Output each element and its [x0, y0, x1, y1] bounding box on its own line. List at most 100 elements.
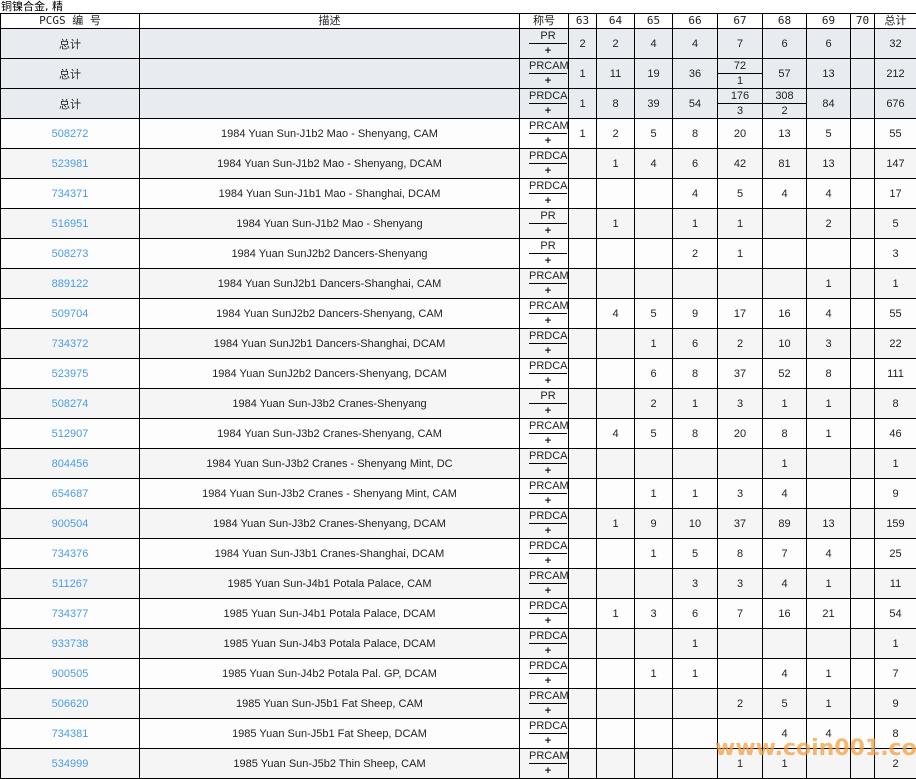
- plus-label: +: [529, 134, 567, 148]
- plus-label: +: [529, 644, 567, 658]
- description: 1984 Yuan SunJ2b2 Dancers-Shenyang, DCAM: [140, 359, 520, 389]
- pcgs-link[interactable]: 804456: [52, 458, 89, 470]
- count-66: 3: [673, 569, 718, 599]
- pcgs-link[interactable]: 654687: [52, 488, 89, 500]
- grade-label: PR: [529, 209, 567, 224]
- count-63: [569, 239, 597, 269]
- pcgs-link[interactable]: 508273: [52, 248, 89, 260]
- pcgs-link[interactable]: 511267: [52, 578, 88, 590]
- pcgs-link[interactable]: 523981: [52, 158, 89, 170]
- description: 1985 Yuan Sun-J4b1 Potala Palace, DCAM: [140, 599, 520, 629]
- count-total: 2: [875, 749, 916, 779]
- grade-label: PRDCAM: [529, 539, 567, 554]
- pcgs-cell: 523981: [1, 149, 140, 179]
- count-66: [673, 269, 718, 299]
- count-67: 42: [718, 149, 763, 179]
- pcgs-link[interactable]: 509704: [52, 308, 89, 320]
- pcgs-link[interactable]: 889122: [52, 278, 89, 290]
- pcgs-link[interactable]: 516951: [52, 218, 89, 230]
- pcgs-link[interactable]: 734371: [52, 188, 89, 200]
- count-regular: 308: [763, 89, 806, 104]
- description: 1984 Yuan Sun-J3b2 Cranes-Shenyang, CAM: [140, 419, 520, 449]
- count-63: [569, 359, 597, 389]
- pcgs-link[interactable]: 900504: [52, 518, 89, 530]
- plus-label: +: [529, 374, 567, 388]
- pcgs-link[interactable]: 534999: [52, 758, 89, 770]
- plus-label: +: [529, 584, 567, 598]
- pcgs-link[interactable]: 734377: [52, 608, 89, 620]
- description: 1984 Yuan Sun-J1b2 Mao - Shenyang, DCAM: [140, 149, 520, 179]
- count-65: [635, 269, 673, 299]
- count-66: [673, 689, 718, 719]
- description: 1984 Yuan SunJ2b2 Dancers-Shenyang, CAM: [140, 299, 520, 329]
- plus-label: +: [529, 554, 567, 568]
- count-regular: 176: [718, 89, 762, 104]
- count-65: [635, 689, 673, 719]
- pcgs-link[interactable]: 734381: [52, 728, 89, 740]
- count-63: [569, 179, 597, 209]
- grade-label: PR: [529, 239, 567, 254]
- pcgs-link[interactable]: 900505: [52, 668, 89, 680]
- description: 1985 Yuan Sun-J4b1 Potala Palace, CAM: [140, 569, 520, 599]
- count-63: 1: [569, 59, 597, 89]
- grade-label: PRCAM: [529, 479, 567, 494]
- count-70: [851, 149, 875, 179]
- header-70: 70: [851, 14, 875, 29]
- count-total: 9: [875, 689, 916, 719]
- pcgs-cell: 511267: [1, 569, 140, 599]
- header-65: 65: [635, 14, 673, 29]
- count-66: 1: [673, 479, 718, 509]
- header-row: PCGS 编 号 描述 称号 63 64 65 66 67 68 69 70 总…: [1, 14, 916, 29]
- count-70: [851, 239, 875, 269]
- count-66: 5: [673, 539, 718, 569]
- count-63: [569, 479, 597, 509]
- pcgs-link[interactable]: 523975: [52, 368, 89, 380]
- grade-cell: PRCAM+: [520, 479, 569, 509]
- plus-label: +: [529, 404, 567, 418]
- plus-label: +: [529, 464, 567, 478]
- count-64: [597, 689, 635, 719]
- grade-label: PRDCAM: [529, 89, 567, 104]
- pcgs-link[interactable]: 506620: [52, 698, 89, 710]
- grade-cell: PRCAM+: [520, 119, 569, 149]
- count-70: [851, 329, 875, 359]
- table-row: 509704 1984 Yuan SunJ2b2 Dancers-Shenyang…: [1, 299, 916, 329]
- plus-label: +: [529, 44, 567, 58]
- count-63: 1: [569, 89, 597, 119]
- count-67: 1: [718, 749, 763, 779]
- plus-label: +: [529, 194, 567, 208]
- count-65: 5: [635, 419, 673, 449]
- count-65: 5: [635, 119, 673, 149]
- grade-label: PRCAM: [529, 569, 567, 584]
- grade-split: PR+: [529, 389, 567, 418]
- plus-label: +: [529, 164, 567, 178]
- plus-label: +: [529, 764, 567, 778]
- count-67: 8: [718, 539, 763, 569]
- description: 1984 Yuan Sun-J1b2 Mao - Shenyang: [140, 209, 520, 239]
- count-67: [718, 719, 763, 749]
- count-63: [569, 749, 597, 779]
- count-63: [569, 269, 597, 299]
- pcgs-link[interactable]: 734376: [52, 548, 89, 560]
- total-label: 总计: [1, 29, 140, 59]
- grade-split: PR+: [529, 239, 567, 268]
- count-64: [597, 359, 635, 389]
- pcgs-link[interactable]: 508272: [52, 128, 89, 140]
- header-63: 63: [569, 14, 597, 29]
- plus-label: +: [529, 104, 567, 118]
- count-65: 1: [635, 539, 673, 569]
- count-70: [851, 419, 875, 449]
- count-68: 52: [763, 359, 807, 389]
- pcgs-link[interactable]: 933738: [52, 638, 89, 650]
- grade-label: PRDCAM: [529, 449, 567, 464]
- pcgs-link[interactable]: 508274: [52, 398, 89, 410]
- pcgs-link[interactable]: 512907: [52, 428, 89, 440]
- count-67: 5: [718, 179, 763, 209]
- total-label: 总计: [1, 59, 140, 89]
- pcgs-link[interactable]: 734372: [52, 338, 89, 350]
